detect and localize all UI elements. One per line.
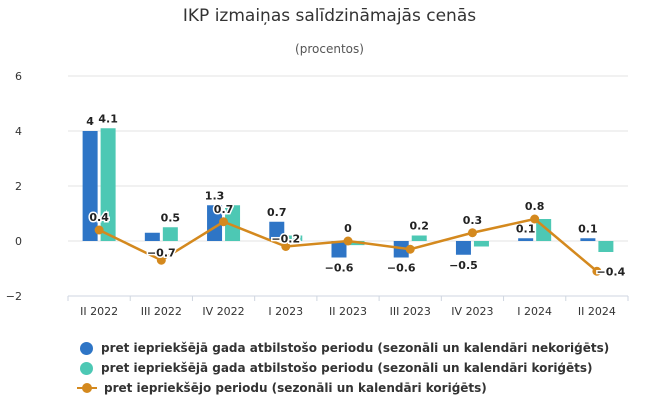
bar-data-label: 4 [86, 115, 94, 128]
chart-title: IKP izmaiņas salīdzināmajās cenās [182, 6, 477, 26]
x-tick-label: II 2024 [578, 305, 616, 318]
line-data-label: −0.4 [597, 265, 626, 278]
bar-data-label: 1.3 [205, 189, 225, 202]
bar [269, 221, 285, 241]
bar [598, 241, 614, 252]
bar [162, 227, 178, 241]
bar [455, 241, 471, 255]
bar [100, 128, 116, 241]
x-tick-label: II 2023 [329, 305, 367, 318]
x-tick-label: III 2022 [141, 305, 182, 318]
line-data-label: 0.8 [525, 200, 545, 213]
legend-label-adjusted: pret iepriekšējā gada atbilstošo periodu… [101, 361, 593, 375]
bar [287, 235, 303, 241]
bar-data-label: 0.7 [267, 206, 287, 219]
line-data-label: 0.3 [463, 214, 483, 227]
bar-data-label: −0.5 [449, 259, 478, 272]
legend-swatch-adjusted [80, 361, 93, 375]
bar [518, 238, 534, 241]
bar [225, 205, 241, 241]
line-data-label: 0.7 [214, 203, 234, 216]
bar [473, 241, 489, 247]
bar [82, 131, 98, 241]
bar [144, 232, 160, 241]
legend-label-qoq: pret iepriekšējo periodu (sezonāli un ka… [104, 381, 487, 395]
x-tick-label: IV 2023 [451, 305, 493, 318]
x-tick-label: I 2024 [517, 305, 552, 318]
line-point [219, 217, 229, 227]
line-point [281, 242, 291, 251]
legend-swatch-qoq [77, 382, 97, 395]
legend-item-unadjusted[interactable]: pret iepriekšējā gada atbilstošo periodu… [80, 338, 609, 358]
legend-item-adjusted[interactable]: pret iepriekšējā gada atbilstošo periodu… [80, 358, 609, 378]
x-tick-label: I 2023 [268, 305, 303, 318]
line-point [592, 266, 602, 276]
bar-data-label: 4.1 [98, 112, 118, 125]
bar [331, 241, 347, 258]
line-point [343, 236, 353, 246]
bar-data-label: −0.6 [325, 262, 354, 275]
bar [207, 205, 223, 241]
line-point [405, 244, 415, 254]
bar-data-label: 0.2 [409, 220, 429, 233]
chart-subtitle: (procentos) [295, 42, 364, 56]
x-tick-label: III 2023 [390, 305, 431, 318]
chart-legend: pret iepriekšējā gada atbilstošo periodu… [77, 338, 609, 398]
line-point [156, 255, 166, 265]
line-point [530, 214, 540, 224]
line-data-label: 0 [344, 222, 352, 235]
x-tick-label: II 2022 [80, 305, 118, 318]
bar-data-label: 0.1 [516, 222, 536, 235]
bar [411, 235, 427, 241]
legend-item-qoq[interactable]: pret iepriekšējo periodu (sezonāli un ka… [77, 378, 609, 398]
bar-data-label: 0.5 [161, 211, 181, 224]
y-tick-label: −2 [6, 290, 22, 303]
line-data-label: −0.7 [147, 246, 176, 259]
y-tick-label: 0 [15, 235, 22, 248]
bar [580, 238, 596, 241]
legend-swatch-unadjusted [80, 341, 93, 355]
bar-data-label: 0.1 [578, 222, 598, 235]
y-tick-label: 4 [15, 125, 22, 138]
bar-data-label: −0.6 [387, 262, 416, 275]
y-tick-label: 6 [15, 70, 22, 83]
x-tick-label: IV 2022 [202, 305, 244, 318]
line-point [467, 228, 477, 238]
line-point [94, 225, 104, 235]
line-data-label: −0.2 [271, 233, 300, 246]
legend-label-unadjusted: pret iepriekšējā gada atbilstošo periodu… [101, 341, 610, 355]
y-tick-label: 2 [15, 180, 22, 193]
line-data-label: 0.4 [89, 211, 109, 224]
